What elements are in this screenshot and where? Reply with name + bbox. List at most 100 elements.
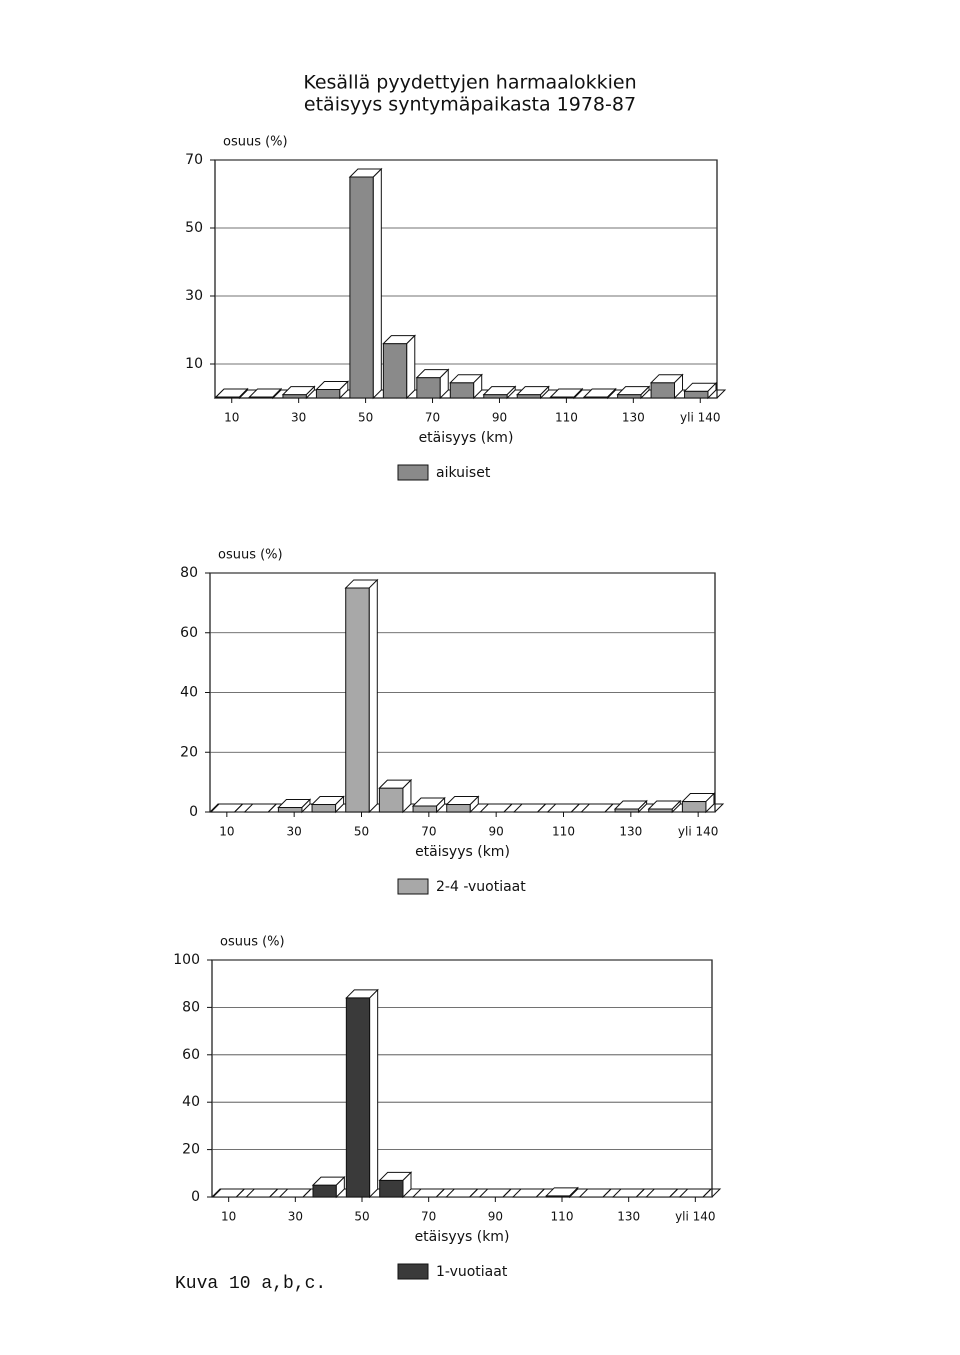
bar [650,382,676,399]
bar-side [506,385,516,400]
x-tick-label: 130 [617,1210,640,1224]
bar [315,389,341,399]
bar-side [707,381,717,400]
bar-side [402,1171,412,1199]
x-tick-label: yli 140 [675,1210,716,1224]
y-tick-label: 20 [182,1142,200,1158]
bar [416,377,441,399]
bar-side [267,803,277,813]
bar [516,394,542,399]
x-tick-label: 10 [221,1210,236,1224]
bar-side [640,385,650,400]
x-tick-label: 110 [551,1210,574,1224]
legend-label: 1-vuotiaat [436,1264,508,1280]
y-axis-label: osuus (%) [218,548,283,563]
bar [449,382,475,399]
bar-side [502,1188,512,1198]
y-axis-label: osuus (%) [220,935,285,950]
y-tick-label: 60 [180,625,198,641]
bar [382,343,408,399]
bar-side [369,988,379,1199]
y-tick-label: 40 [180,685,198,701]
x-tick-label: 30 [288,1210,303,1224]
bar-side [272,387,282,400]
x-tick-label: 130 [619,825,642,839]
x-tick-label: 30 [287,825,302,839]
y-tick-label: 60 [182,1047,200,1063]
legend-label: aikuiset [436,465,491,481]
bar-side [537,803,546,813]
x-tick-label: 10 [219,825,234,839]
bar-side [301,798,311,814]
legend-label: 2-4 -vuotiaat [436,879,526,895]
bar [345,997,371,1198]
bar-side [473,373,483,400]
bar-side [305,385,315,400]
x-tick-label: 90 [492,411,507,425]
chart-title: Kesällä pyydettyjen harmaalokkien [303,72,636,94]
y-tick-label: 20 [180,744,198,760]
y-tick-label: 100 [173,952,200,968]
bar-side [702,1188,712,1198]
x-tick-label: 50 [354,825,369,839]
x-tick-label: 130 [622,411,645,425]
bar-side [604,803,614,813]
x-tick-label: 30 [291,411,306,425]
bar-side [335,795,345,814]
bar-side [469,1188,479,1198]
legend-swatch [397,878,429,895]
legend-swatch [397,1263,429,1280]
bar [282,394,307,399]
bar [412,805,438,813]
bar [349,176,374,399]
y-tick-label: 0 [189,804,198,820]
bar-side [503,803,513,813]
x-tick-label: 110 [552,825,575,839]
bar-side [238,387,248,400]
x-tick-label: 110 [555,411,578,425]
bar-side [368,578,378,814]
bar [483,394,508,399]
y-tick-label: 50 [185,220,203,236]
bar-side [235,1188,245,1198]
bar-side [339,380,349,400]
x-tick-label: 50 [358,411,373,425]
bar-side [406,334,416,400]
y-axis-label: osuus (%) [223,135,288,150]
bar-side [402,778,412,814]
y-tick-label: 40 [182,1094,200,1110]
bar-side [635,1188,645,1198]
bar-side [469,795,479,814]
x-tick-label: 10 [224,411,239,425]
bar-side [570,803,580,813]
x-tick-label: 50 [354,1210,369,1224]
bar-side [602,1188,612,1198]
x-tick-label: yli 140 [680,411,721,425]
bar [311,804,337,813]
bar-side [535,1188,545,1198]
bar [446,804,471,813]
bar-side [607,387,617,400]
x-tick-label: 70 [421,825,436,839]
bar-side [234,803,243,813]
y-tick-label: 70 [185,152,203,168]
chart-title: etäisyys syntymäpaikasta 1978-87 [304,94,636,116]
bar [345,587,370,813]
bar-side [540,385,550,400]
bar [681,801,707,813]
bar [617,394,642,399]
bar-side [705,792,715,814]
bar-side [335,1175,345,1199]
bar-side [269,1188,279,1198]
x-axis-label: etäisyys (km) [419,430,514,446]
x-tick-label: yli 140 [678,825,719,839]
bar [277,807,303,813]
y-tick-label: 0 [191,1189,200,1205]
bar-side [436,796,446,814]
bar-side [435,1188,445,1198]
bar-side [302,1188,312,1198]
x-axis-label: etäisyys (km) [415,844,510,860]
bar-side [573,387,583,400]
